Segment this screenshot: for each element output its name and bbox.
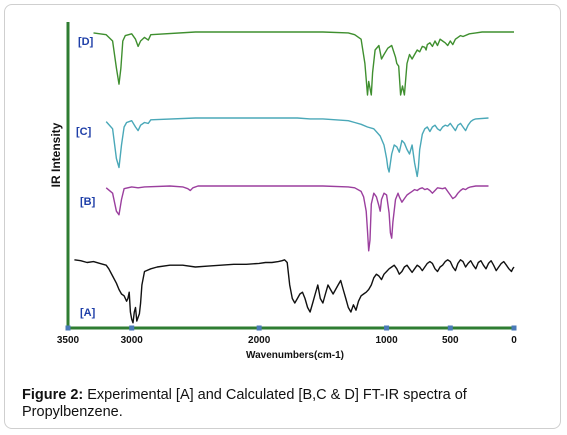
labels-layer: [D] [C] [B] [A] xyxy=(76,36,96,319)
x-tick-mark xyxy=(447,325,453,331)
series-line-c xyxy=(105,117,489,178)
x-tick-label: 2000 xyxy=(248,335,271,346)
y-axis-label: IR Intensity xyxy=(49,122,63,187)
x-tick-mark xyxy=(129,325,135,331)
series-label-d: [D] xyxy=(78,36,94,48)
x-tick-label: 500 xyxy=(442,335,459,346)
x-tick-mark xyxy=(511,325,517,331)
x-tick-label: 3000 xyxy=(121,335,144,346)
series-label-b: [B] xyxy=(80,196,96,208)
x-tick-mark xyxy=(65,325,71,331)
x-tick-label: 1000 xyxy=(375,335,398,346)
x-axis-label: Wavenumbers(cm-1) xyxy=(246,350,344,361)
series-line-b xyxy=(105,185,489,252)
series-line-a xyxy=(74,259,515,324)
caption-text: Experimental [A] and Calculated [B,C & D… xyxy=(22,387,467,420)
series-label-a: [A] xyxy=(80,307,96,319)
series-label-c: [C] xyxy=(76,126,92,138)
figure-frame xyxy=(4,4,561,429)
x-tick-mark xyxy=(256,325,262,331)
x-tick-label: 3500 xyxy=(57,335,80,346)
series-line-d xyxy=(93,31,514,96)
x-tick-label: 0 xyxy=(511,335,517,346)
series-layer xyxy=(74,31,515,324)
chart-axes: 3500 3000 2000 1000 500 0 Wavenumbers(cm-1) IR … xyxy=(49,22,517,361)
ftir-chart: 3500 3000 2000 1000 500 0 Wavenumbers(cm-1) IR … xyxy=(49,22,517,361)
x-tick-mark xyxy=(384,325,390,331)
caption-label: Figure 2: xyxy=(22,387,84,403)
figure-caption: Figure 2: Experimental [A] and Calculate… xyxy=(22,387,542,421)
